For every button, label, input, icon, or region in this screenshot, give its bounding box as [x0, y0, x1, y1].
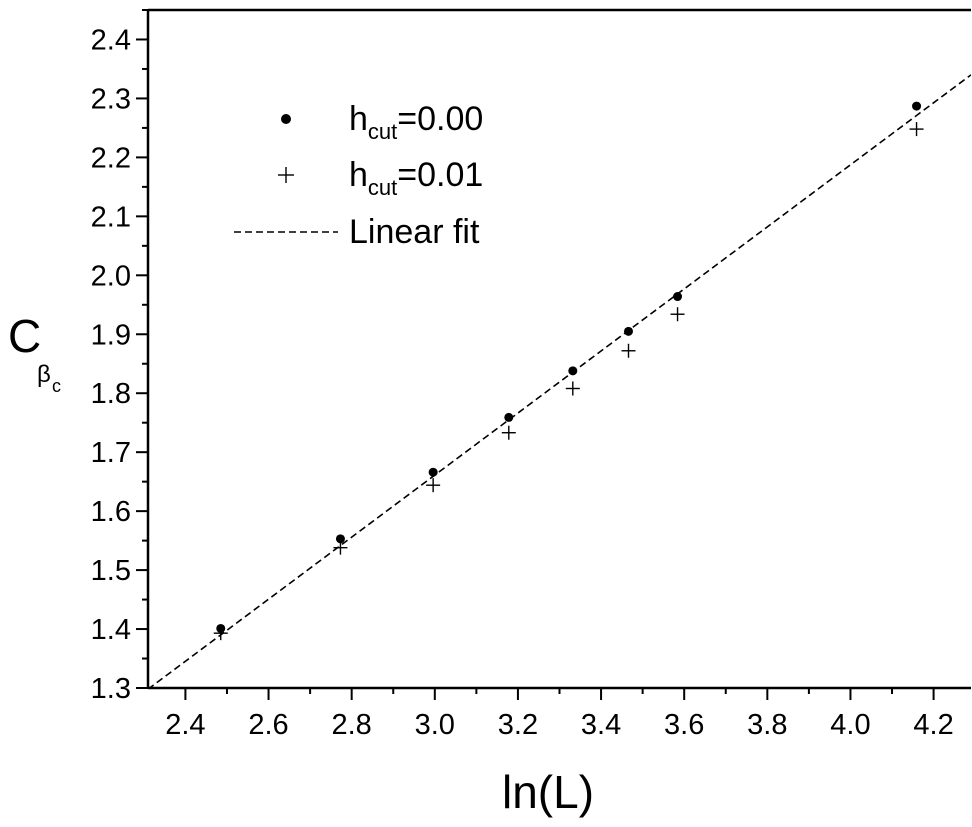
y-axis-title-sub: β	[37, 361, 51, 388]
data-point-plus	[213, 626, 228, 641]
data-point-plus	[565, 381, 580, 396]
y-tick-label: 2.1	[91, 201, 131, 233]
data-point-dot	[568, 366, 578, 376]
x-tick-label: 2.6	[248, 709, 288, 741]
y-tick-label: 2.4	[91, 24, 131, 56]
series-dot	[216, 101, 922, 633]
y-axis-ticks: 1.3 1.4 1.5 1.6 1.7 1.8 1.9 2.0 2.1 2.2 2.3 2.4	[91, 9, 148, 705]
data-point-plus	[621, 343, 636, 358]
data-point-dot	[428, 467, 438, 477]
y-tick-label: 1.4	[91, 614, 131, 646]
data-point-plus	[670, 307, 685, 322]
y-tick-label: 1.9	[91, 319, 131, 351]
data-point-plus	[426, 478, 441, 493]
x-tick-label: 3.2	[498, 709, 538, 741]
fit-line	[148, 74, 971, 688]
plot-frame	[146, 8, 971, 690]
x-tick-label: 4.0	[830, 709, 870, 741]
data-point-dot	[912, 101, 922, 111]
y-tick-label: 2.3	[91, 83, 131, 115]
series-plus	[213, 122, 924, 641]
data-point-dot	[673, 292, 683, 302]
legend-symbol-dot	[281, 114, 291, 124]
y-axis-title-subsub: c	[52, 376, 61, 396]
y-axis-title: C β c	[8, 310, 61, 396]
legend-label: Linear fit	[349, 213, 480, 251]
x-tick-label: 4.2	[913, 709, 953, 741]
x-axis-ticks: 2.4 2.6 2.8 3.0 3.2 3.4 3.6 3.8 4.0 4.2	[165, 688, 954, 741]
legend-item: hcut=0.00	[281, 100, 483, 144]
data-point-plus	[501, 425, 516, 440]
legend-item: Linear fit	[234, 213, 480, 251]
x-tick-label: 3.0	[415, 709, 455, 741]
y-tick-label: 1.3	[91, 673, 131, 705]
legend: hcut=0.00 hcut=0.01 Linear fit	[234, 100, 483, 251]
y-axis-title-main: C	[8, 310, 41, 362]
y-tick-label: 2.2	[91, 142, 131, 174]
legend-label: hcut=0.00	[349, 100, 483, 144]
y-tick-label: 2.0	[91, 260, 131, 292]
y-tick-label: 1.7	[91, 437, 131, 469]
x-tick-label: 3.6	[664, 709, 704, 741]
y-tick-label: 1.6	[91, 496, 131, 528]
x-axis-title: ln(L)	[502, 766, 594, 818]
x-tick-label: 3.8	[747, 709, 787, 741]
data-point-dot	[504, 412, 514, 422]
y-tick-label: 1.5	[91, 555, 131, 587]
data-point-plus	[333, 540, 348, 555]
x-tick-label: 3.4	[581, 709, 621, 741]
legend-item: hcut=0.01	[278, 156, 483, 200]
fit-line-group	[148, 74, 971, 688]
series-group	[213, 101, 924, 641]
y-tick-label: 1.8	[91, 378, 131, 410]
data-point-plus	[909, 122, 924, 137]
data-point-dot	[335, 534, 345, 544]
x-tick-label: 2.8	[332, 709, 372, 741]
legend-label: hcut=0.01	[349, 156, 483, 200]
data-point-dot	[623, 326, 633, 336]
x-tick-label: 2.4	[165, 709, 205, 741]
